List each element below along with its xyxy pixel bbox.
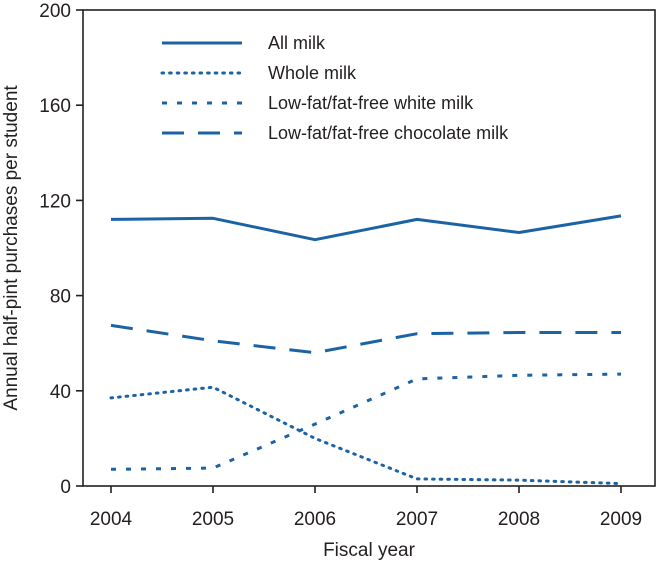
series-lines: [109, 214, 623, 486]
plot-frame: [82, 9, 656, 487]
y-tick-label: 40: [50, 382, 71, 403]
x-tick-label: 2008: [498, 509, 540, 530]
x-tick-label: 2004: [90, 509, 133, 530]
plot-area: [82, 9, 656, 487]
y-axis: 0 40 80 120 160 200: [39, 1, 83, 498]
series-line-long-dash: [110, 323, 621, 355]
legend: All milk Whole milk Low-fat/fat-free white…: [160, 33, 509, 143]
x-tick-label: 2009: [600, 509, 642, 530]
y-tick-label: 80: [50, 287, 71, 308]
legend-label: Whole milk: [268, 63, 357, 83]
x-tick-label: 2006: [294, 509, 336, 530]
y-tick-label: 0: [60, 477, 71, 498]
legend-label: Low-fat/fat-free white milk: [268, 93, 474, 113]
legend-label: All milk: [268, 33, 326, 53]
x-tick-label: 2005: [192, 509, 234, 530]
y-axis-title: Annual half-pint purchases per student: [1, 85, 22, 411]
y-tick-label: 120: [39, 191, 71, 212]
series-line-solid: [110, 214, 622, 242]
series-line-dotted: [109, 385, 623, 486]
y-tick-label: 160: [39, 96, 71, 117]
x-axis: 2004 2005 2006 2007 2008 2009: [90, 486, 642, 530]
x-axis-title: Fiscal year: [323, 540, 416, 561]
legend-label: Low-fat/fat-free chocolate milk: [268, 123, 509, 143]
y-tick-label: 200: [39, 1, 71, 22]
x-tick-label: 2007: [396, 509, 438, 530]
